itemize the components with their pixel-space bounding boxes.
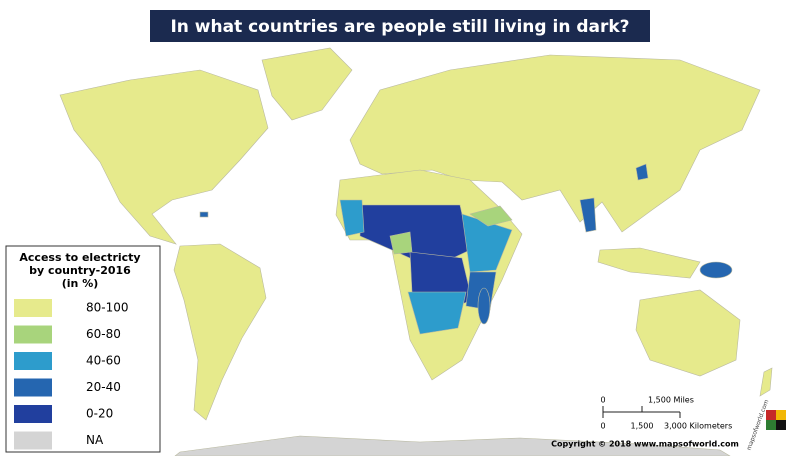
- copyright: Copyright © 2018 www.mapsofworld.com: [551, 440, 739, 449]
- indonesia: [597, 247, 701, 279]
- logo-mark: [776, 410, 786, 420]
- legend-title: (in %): [62, 277, 99, 290]
- new-zealand: [759, 367, 773, 397]
- legend-swatch: [14, 299, 52, 317]
- east-africa: [461, 213, 513, 273]
- world-map: [59, 47, 773, 456]
- north-america: [59, 69, 269, 245]
- scale-label: 1,500: [631, 422, 654, 431]
- scale-bar: 0 1,500 Miles 0 1,500 3,000 Kilometers: [600, 396, 732, 431]
- west-africa: [339, 199, 365, 237]
- legend-label: 60-80: [86, 327, 121, 341]
- scale-label: 3,000 Kilometers: [664, 422, 732, 431]
- title-banner: [150, 10, 650, 42]
- australia: [635, 289, 741, 377]
- madagascar: [477, 287, 491, 325]
- eurasia: [349, 54, 761, 233]
- greenland: [261, 47, 353, 121]
- legend-swatch: [14, 431, 52, 450]
- legend-label: NA: [86, 433, 104, 447]
- papua-new-guinea: [699, 261, 733, 279]
- haiti: [199, 211, 209, 218]
- logo-mark: [766, 410, 776, 420]
- legend-title: by country-2016: [29, 264, 131, 277]
- scale-label: 0: [600, 422, 605, 431]
- title: In what countries are people still livin…: [170, 17, 629, 37]
- south-america: [173, 243, 267, 421]
- legend-label: 0-20: [86, 407, 113, 421]
- southern-africa: [407, 291, 467, 335]
- sudan-region: [469, 205, 513, 227]
- myanmar: [579, 197, 597, 233]
- legend-label: 40-60: [86, 354, 121, 368]
- north-korea: [635, 163, 649, 181]
- legend-swatch: [14, 405, 52, 423]
- antarctica: [174, 435, 731, 456]
- legend-label: 20-40: [86, 380, 121, 394]
- scale-label: 1,500 Miles: [648, 396, 694, 405]
- ghana: [389, 231, 413, 255]
- legend-title: Access to electricty: [19, 251, 140, 264]
- legend-label: 80-100: [86, 301, 129, 315]
- legend-swatch: [14, 352, 52, 370]
- logo-mark: [766, 420, 776, 430]
- legend-swatch: [14, 378, 52, 397]
- legend: Access to electricty by country-2016 (in…: [5, 245, 161, 453]
- logo-mark: [776, 420, 786, 430]
- scale-label: 0: [600, 396, 605, 405]
- legend-swatch: [14, 325, 52, 344]
